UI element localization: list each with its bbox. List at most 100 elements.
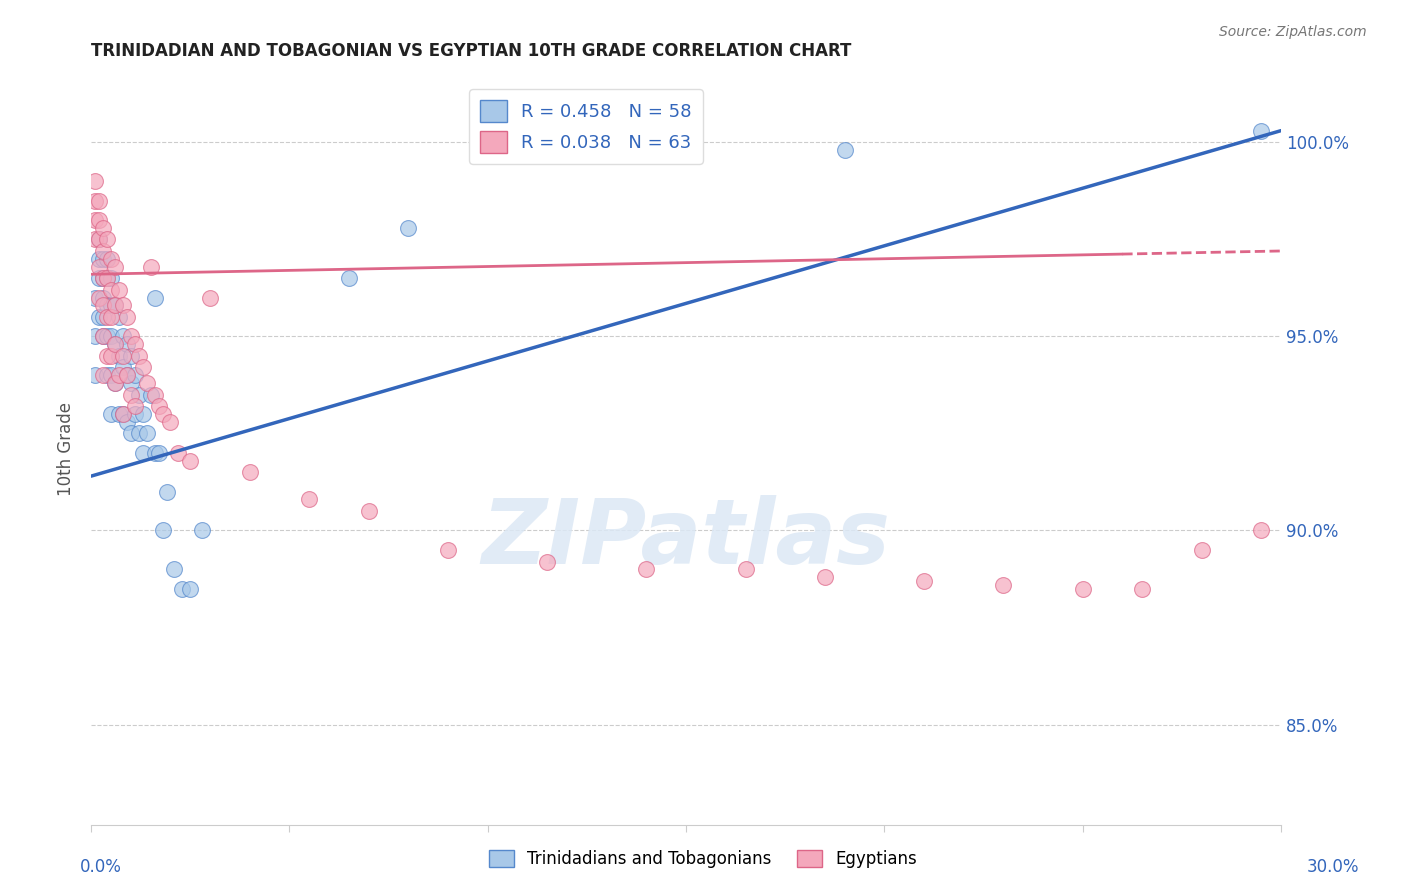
Point	[191, 524, 214, 538]
Point	[91, 271, 114, 285]
Point	[100, 310, 122, 324]
Point	[108, 283, 131, 297]
Point	[91, 244, 114, 258]
Point	[1250, 524, 1272, 538]
Point	[111, 407, 134, 421]
Point	[163, 562, 186, 576]
Point	[239, 465, 262, 479]
Point	[104, 337, 127, 351]
Point	[96, 252, 118, 266]
Point	[104, 376, 127, 390]
Point	[100, 368, 122, 383]
Point	[198, 291, 221, 305]
Point	[100, 298, 122, 312]
Point	[84, 232, 107, 246]
Point	[437, 542, 460, 557]
Legend: Trinidadians and Tobagonians, Egyptians: Trinidadians and Tobagonians, Egyptians	[482, 843, 924, 875]
Point	[734, 562, 756, 576]
Point	[132, 407, 155, 421]
Point	[337, 271, 360, 285]
Point	[91, 298, 114, 312]
Point	[179, 453, 201, 467]
Point	[115, 368, 138, 383]
Point	[1191, 542, 1213, 557]
Point	[139, 387, 162, 401]
Point	[84, 368, 107, 383]
Point	[96, 329, 118, 343]
Point	[155, 484, 177, 499]
Point	[143, 291, 166, 305]
Point	[115, 337, 138, 351]
Point	[96, 310, 118, 324]
Point	[87, 252, 110, 266]
Point	[143, 387, 166, 401]
Point	[111, 407, 134, 421]
Point	[96, 298, 118, 312]
Text: ZIPatlas: ZIPatlas	[482, 495, 890, 583]
Point	[91, 252, 114, 266]
Point	[115, 310, 138, 324]
Point	[104, 298, 127, 312]
Point	[120, 387, 142, 401]
Point	[148, 446, 170, 460]
Point	[152, 407, 174, 421]
Point	[111, 349, 134, 363]
Point	[84, 329, 107, 343]
Point	[87, 232, 110, 246]
Point	[124, 407, 146, 421]
Point	[96, 271, 118, 285]
Point	[124, 399, 146, 413]
Point	[143, 446, 166, 460]
Point	[91, 368, 114, 383]
Point	[124, 337, 146, 351]
Point	[96, 368, 118, 383]
Point	[396, 220, 419, 235]
Text: Source: ZipAtlas.com: Source: ZipAtlas.com	[1219, 25, 1367, 39]
Point	[912, 574, 935, 588]
Point	[100, 349, 122, 363]
Point	[96, 349, 118, 363]
Point	[84, 194, 107, 208]
Point	[536, 554, 558, 568]
Point	[120, 376, 142, 390]
Point	[167, 446, 190, 460]
Point	[132, 446, 155, 460]
Point	[87, 271, 110, 285]
Point	[87, 194, 110, 208]
Point	[91, 271, 114, 285]
Point	[87, 291, 110, 305]
Point	[159, 415, 181, 429]
Point	[128, 349, 150, 363]
Point	[100, 283, 122, 297]
Point	[1250, 123, 1272, 137]
Point	[104, 298, 127, 312]
Point	[100, 252, 122, 266]
Point	[179, 582, 201, 596]
Point	[87, 260, 110, 274]
Point	[814, 570, 837, 584]
Point	[148, 399, 170, 413]
Point	[100, 271, 122, 285]
Point	[96, 271, 118, 285]
Point	[84, 174, 107, 188]
Point	[139, 260, 162, 274]
Point	[100, 329, 122, 343]
Point	[100, 407, 122, 421]
Text: 0.0%: 0.0%	[80, 858, 122, 876]
Point	[87, 213, 110, 227]
Point	[104, 337, 127, 351]
Point	[834, 143, 856, 157]
Point	[115, 415, 138, 429]
Point	[357, 504, 380, 518]
Point	[108, 310, 131, 324]
Point	[91, 310, 114, 324]
Point	[124, 368, 146, 383]
Point	[993, 578, 1015, 592]
Point	[298, 492, 321, 507]
Point	[91, 220, 114, 235]
Point	[135, 426, 157, 441]
Point	[104, 376, 127, 390]
Point	[115, 368, 138, 383]
Point	[84, 291, 107, 305]
Point	[111, 298, 134, 312]
